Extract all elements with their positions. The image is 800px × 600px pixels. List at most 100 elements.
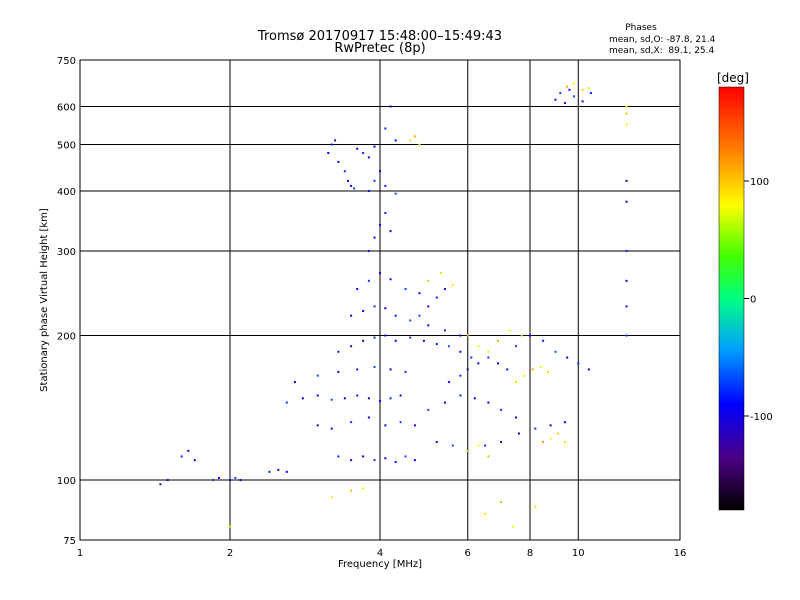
data-point xyxy=(337,370,340,373)
data-point xyxy=(343,170,346,173)
data-point xyxy=(534,427,537,430)
data-point xyxy=(500,408,503,411)
data-point xyxy=(330,143,333,146)
data-point xyxy=(542,339,545,342)
data-point xyxy=(399,421,402,424)
y-tick-label: 75 xyxy=(63,536,76,547)
data-point xyxy=(367,416,370,419)
x-tick-label: 6 xyxy=(465,548,471,559)
data-point xyxy=(379,170,381,173)
data-point xyxy=(500,441,503,444)
data-point xyxy=(554,350,557,353)
data-point xyxy=(234,476,237,479)
data-point xyxy=(477,345,480,348)
data-point xyxy=(496,362,499,365)
data-point xyxy=(316,374,319,377)
data-point xyxy=(587,87,590,90)
data-point xyxy=(337,160,340,163)
x-tick-label: 2 xyxy=(227,548,233,559)
data-point xyxy=(435,296,438,299)
data-point xyxy=(563,441,566,444)
data-point xyxy=(534,505,537,508)
data-point xyxy=(473,397,476,400)
data-point xyxy=(394,314,397,317)
data-point xyxy=(459,394,462,397)
data-point xyxy=(356,394,359,397)
data-point xyxy=(625,123,628,126)
data-point xyxy=(367,279,370,282)
data-point xyxy=(384,334,387,337)
data-point xyxy=(379,271,381,274)
data-point xyxy=(373,336,376,339)
data-point xyxy=(180,455,183,458)
data-point xyxy=(529,334,531,337)
data-point xyxy=(389,368,392,371)
stats-heading: Phases xyxy=(625,23,657,33)
data-point xyxy=(466,368,469,371)
data-point xyxy=(435,343,438,346)
data-point xyxy=(512,525,515,528)
data-point xyxy=(362,339,365,342)
data-point xyxy=(625,105,628,108)
chart-title: Tromsø 20170917 15:48:00–15:49:43 xyxy=(257,29,502,44)
data-point xyxy=(413,424,416,427)
data-point xyxy=(566,85,569,88)
data-point xyxy=(531,368,534,371)
data-point xyxy=(422,339,425,342)
data-point xyxy=(515,345,518,348)
data-point xyxy=(277,468,280,471)
data-point xyxy=(384,307,387,310)
data-point xyxy=(353,187,356,190)
data-point xyxy=(443,401,446,404)
data-point xyxy=(350,489,353,492)
data-point xyxy=(356,288,359,291)
data-point xyxy=(350,421,353,424)
data-point xyxy=(509,329,512,332)
data-point xyxy=(350,459,353,462)
data-point xyxy=(330,398,333,401)
data-point xyxy=(556,432,559,435)
data-point xyxy=(159,483,162,486)
data-point xyxy=(409,319,412,322)
colorbar-ticks: 100 0 -100 xyxy=(744,177,773,423)
data-point xyxy=(389,105,392,108)
data-point xyxy=(413,459,416,462)
data-point xyxy=(418,143,421,146)
data-point xyxy=(229,479,231,482)
data-point xyxy=(427,305,430,308)
data-point xyxy=(367,156,370,159)
data-point xyxy=(166,479,169,482)
y-tick-label: 500 xyxy=(57,141,76,152)
data-point xyxy=(418,292,421,295)
data-point xyxy=(239,479,242,482)
data-point xyxy=(451,444,454,447)
data-point xyxy=(367,190,370,193)
data-point xyxy=(496,339,499,342)
data-point xyxy=(356,147,359,150)
x-tick-label: 16 xyxy=(674,548,687,559)
colorbar-label: [deg] xyxy=(717,71,749,85)
data-point xyxy=(373,305,376,308)
data-point xyxy=(337,455,340,458)
colorbar-tick-label: -100 xyxy=(750,412,773,423)
data-point xyxy=(563,102,566,105)
data-point xyxy=(373,365,376,368)
y-tick-label: 200 xyxy=(57,332,76,343)
data-point xyxy=(459,350,462,353)
data-point xyxy=(316,424,319,427)
data-point xyxy=(625,250,628,253)
data-point xyxy=(404,288,407,291)
data-point xyxy=(566,356,569,359)
x-tick-label: 8 xyxy=(527,548,533,559)
colorbar-tick-label: 100 xyxy=(750,177,769,188)
data-point xyxy=(379,223,381,226)
colorbar xyxy=(718,86,745,511)
data-point xyxy=(187,449,190,452)
grid-lines xyxy=(80,60,680,540)
data-point xyxy=(404,370,407,373)
data-point xyxy=(517,432,520,435)
data-point xyxy=(316,394,319,397)
data-point xyxy=(515,381,518,384)
data-point xyxy=(373,459,376,462)
data-point xyxy=(500,500,503,503)
